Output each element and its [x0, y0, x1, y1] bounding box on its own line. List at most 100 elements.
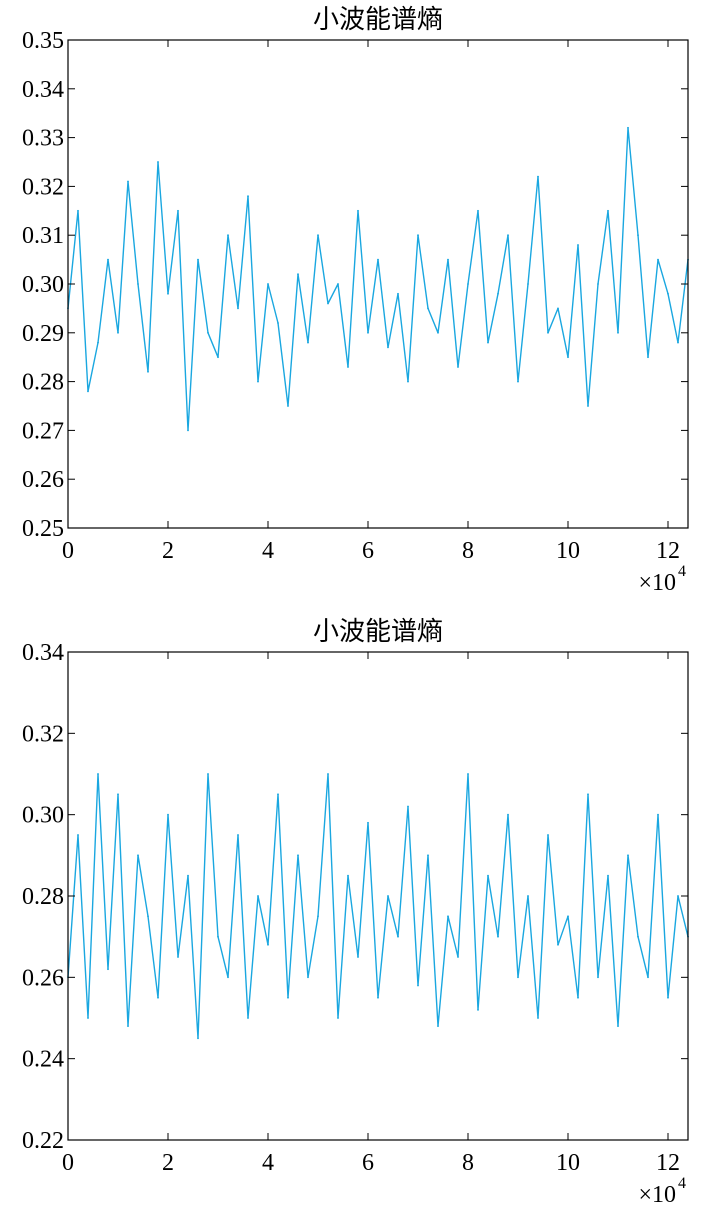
data-point: [387, 346, 389, 349]
chart-title: 小波能谱熵: [313, 617, 443, 646]
data-point: [87, 390, 89, 393]
data-point: [357, 209, 359, 212]
x-tick-label: 2: [162, 1150, 174, 1176]
x-tick-label: 0: [62, 538, 74, 564]
data-point: [287, 405, 289, 407]
data-point: [217, 935, 219, 938]
plot-frame: [67, 39, 689, 529]
data-point: [247, 195, 249, 198]
data-point: [157, 161, 159, 163]
data-point: [427, 307, 429, 310]
y-tick-label: 0.34: [22, 640, 64, 666]
data-point: [477, 1009, 479, 1011]
data-point: [377, 996, 379, 999]
series-line-1: [67, 773, 689, 1040]
data-point: [547, 834, 549, 836]
data-point: [317, 915, 319, 918]
data-point: [507, 234, 509, 237]
x-tick-label: 6: [362, 1150, 374, 1176]
data-point: [557, 943, 559, 946]
x-scale-exponent: 4: [678, 1175, 686, 1192]
data-point: [167, 813, 169, 816]
data-point: [207, 773, 209, 775]
data-point: [497, 292, 499, 295]
data-point: [347, 366, 349, 368]
chart-2: 小波能谱熵 0.22 0.24 0.26 0.28 0.30 0.32 0.34 0 2 4 6 8 10…: [22, 617, 689, 1208]
data-point: [407, 380, 409, 383]
data-point: [167, 292, 169, 295]
data-point: [327, 302, 329, 305]
y-tick-label: 0.31: [22, 223, 64, 249]
data-point: [307, 341, 309, 344]
data-point: [627, 126, 629, 129]
data-point: [517, 976, 519, 979]
y-tick-label: 0.30: [22, 272, 64, 298]
x-tick-label: 2: [162, 538, 174, 564]
data-point: [457, 366, 459, 368]
y-tick-label: 0.22: [22, 1128, 64, 1154]
data-point: [547, 331, 549, 334]
data-point: [467, 773, 469, 775]
x-tick-label: 10: [556, 538, 580, 564]
data-point: [487, 341, 489, 344]
data-point: [677, 895, 679, 897]
y-tick-label: 0.26: [22, 467, 64, 493]
y-tick-label: 0.30: [22, 803, 64, 829]
data-point: [457, 956, 459, 958]
data-point: [137, 283, 139, 285]
data-point: [637, 234, 639, 237]
data-point: [337, 283, 339, 285]
data-point: [97, 773, 99, 775]
data-point: [127, 1025, 129, 1027]
y-tick-label: 0.33: [22, 126, 64, 152]
x-scale-multiplier: ×10: [638, 570, 676, 596]
data-point: [267, 283, 269, 285]
data-point: [647, 976, 649, 979]
data-point: [667, 996, 669, 999]
x-tick-label: 8: [462, 1150, 474, 1176]
data-point: [587, 793, 589, 796]
data-point: [577, 244, 579, 246]
data-point: [417, 234, 419, 237]
data-point: [227, 976, 229, 979]
y-tick-label: 0.28: [22, 370, 64, 396]
y-tick-label: 0.32: [22, 721, 64, 747]
data-point: [147, 915, 149, 918]
plot-frame: [67, 651, 689, 1141]
y-tick-label: 0.29: [22, 321, 64, 347]
y-tick-label: 0.34: [22, 77, 64, 103]
chart-1: 小波能谱熵 0.25 0.26 0.27 0.28 0.29 0.30 0.31 0.32 0.3…: [22, 5, 689, 596]
data-point: [107, 258, 109, 261]
data-point: [667, 292, 669, 295]
data-point: [277, 793, 279, 796]
y-tick-label: 0.27: [22, 418, 64, 444]
data-point: [447, 915, 449, 918]
data-point: [187, 429, 189, 432]
data-point: [647, 356, 649, 359]
data-point: [327, 773, 329, 775]
data-point: [177, 956, 179, 958]
data-point: [237, 834, 239, 836]
data-point: [477, 209, 479, 212]
data-point: [597, 283, 599, 285]
y-tick-label: 0.25: [22, 516, 64, 542]
data-point: [277, 322, 279, 324]
data-point: [637, 935, 639, 938]
data-point: [367, 331, 369, 334]
series-line-1: [67, 127, 689, 432]
x-tick-label: 8: [462, 538, 474, 564]
data-point: [357, 956, 359, 958]
x-tick-label: 4: [262, 1150, 274, 1176]
data-point: [527, 895, 529, 897]
x-scale-exponent: 4: [678, 563, 686, 580]
data-point: [437, 331, 439, 334]
data-point: [657, 813, 659, 816]
y-tick-label: 0.32: [22, 174, 64, 200]
data-point: [197, 258, 199, 261]
data-point: [567, 915, 569, 918]
y-tick-label: 0.28: [22, 884, 64, 910]
data-point: [237, 307, 239, 310]
data-point: [127, 180, 129, 183]
data-point: [587, 405, 589, 407]
